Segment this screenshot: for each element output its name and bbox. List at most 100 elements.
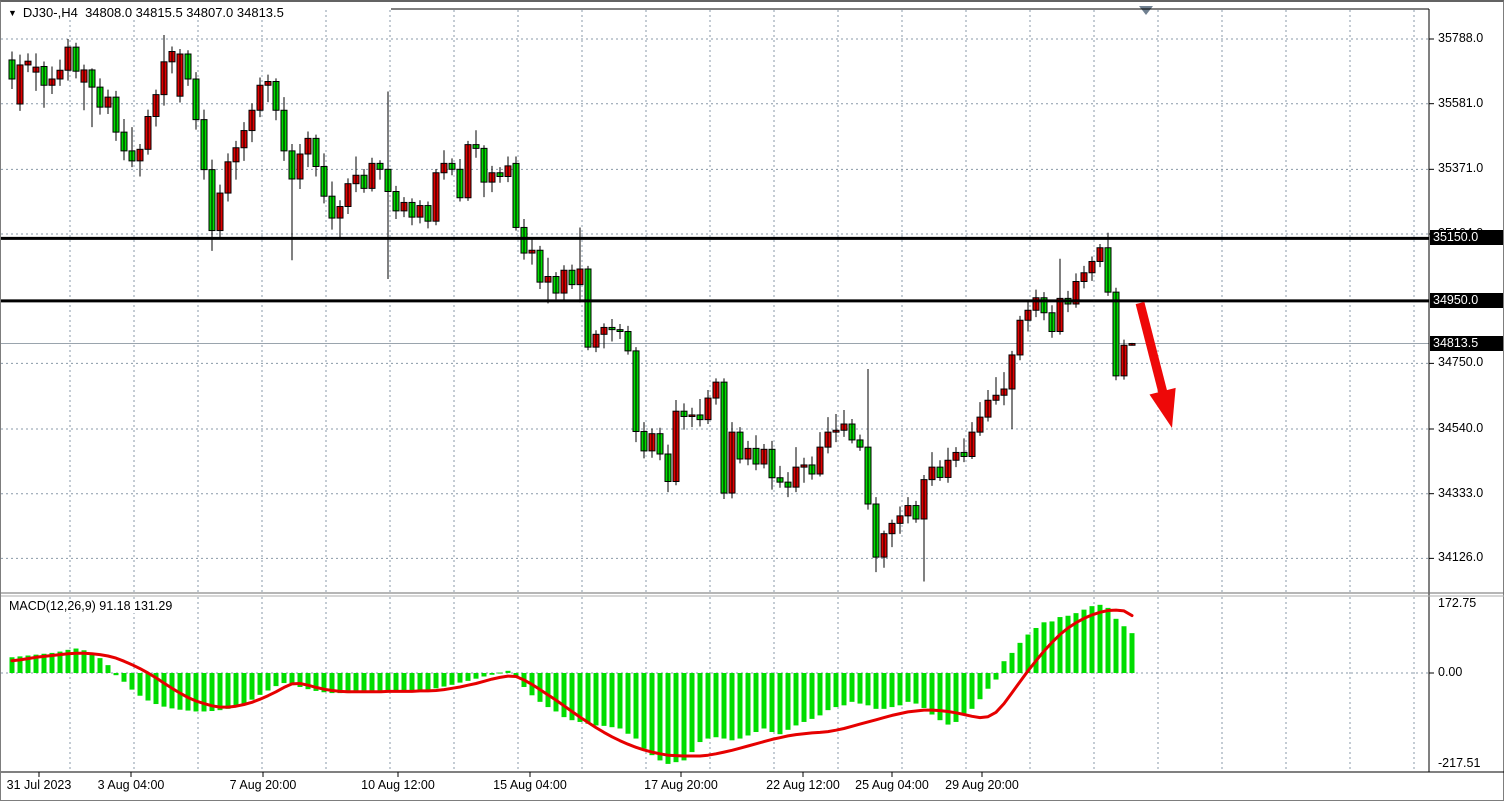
macd-bar xyxy=(329,673,335,694)
macd-bar xyxy=(985,673,991,689)
macd-bar xyxy=(705,673,711,739)
macd-bar xyxy=(345,673,351,694)
time-axis-label[interactable]: 29 Aug 20:00 xyxy=(945,778,1019,792)
macd-bar xyxy=(865,673,871,706)
macd-bar xyxy=(153,673,159,705)
macd-bar xyxy=(353,673,359,693)
macd-bar xyxy=(17,656,23,673)
macd-bar xyxy=(857,673,863,704)
time-axis-label[interactable]: 22 Aug 12:00 xyxy=(766,778,840,792)
macd-bar xyxy=(465,673,471,681)
macd-bar xyxy=(49,652,55,673)
macd-bar xyxy=(169,673,175,709)
macd-bar xyxy=(473,673,479,679)
macd-bar xyxy=(1081,609,1087,673)
macd-bar xyxy=(665,673,671,764)
current-price-badge: 34813.5 xyxy=(1430,335,1503,351)
price-tick-label: 34333.0 xyxy=(1438,485,1484,500)
macd-bar xyxy=(937,673,943,721)
price-tick-label: 34126.0 xyxy=(1438,550,1484,565)
macd-bar xyxy=(721,673,727,739)
macd-bar xyxy=(713,673,719,738)
macd-tick-label: -217.51 xyxy=(1438,756,1481,770)
macd-bar xyxy=(1065,615,1071,673)
macd-bar xyxy=(697,673,703,743)
macd-bar xyxy=(929,673,935,715)
time-axis-label[interactable]: 10 Aug 12:00 xyxy=(361,778,435,792)
macd-bar xyxy=(505,670,511,673)
macd-bar xyxy=(433,673,439,689)
time-axis-label[interactable]: 17 Aug 20:00 xyxy=(644,778,718,792)
macd-bar xyxy=(825,673,831,711)
arrow-shaft[interactable] xyxy=(1135,301,1169,399)
macd-bar xyxy=(209,673,215,712)
macd-bar xyxy=(809,673,815,719)
macd-bar xyxy=(617,673,623,729)
macd-bar xyxy=(777,673,783,735)
macd-bar xyxy=(377,673,383,692)
macd-bar xyxy=(1113,618,1119,673)
macd-bar xyxy=(977,673,983,700)
macd-bar xyxy=(921,673,927,708)
macd-bar xyxy=(633,673,639,739)
macd-tick-label: 172.75 xyxy=(1438,596,1477,610)
macd-histogram xyxy=(9,604,1135,764)
macd-bar xyxy=(1049,621,1055,673)
spacer xyxy=(78,5,85,20)
macd-bar xyxy=(737,673,743,739)
level-price-badge: 35150.0 xyxy=(1430,230,1503,246)
symbol-timeframe: DJ30-,H4 xyxy=(22,5,78,20)
macd-bar xyxy=(297,673,303,687)
macd-bar xyxy=(769,673,775,732)
time-axis-label[interactable]: 7 Aug 20:00 xyxy=(229,778,297,792)
macd-bar xyxy=(961,673,967,716)
macd-bar xyxy=(993,673,999,680)
macd-bar xyxy=(1041,622,1047,673)
macd-bar xyxy=(121,673,127,682)
macd-bar xyxy=(1057,617,1063,673)
macd-bar xyxy=(481,673,487,677)
macd-bar xyxy=(337,673,343,694)
macd-bar xyxy=(369,673,375,693)
macd-bar xyxy=(57,651,63,673)
macd-bar xyxy=(273,673,279,687)
macd-bar xyxy=(89,653,95,673)
macd-bar xyxy=(385,673,391,692)
macd-bar xyxy=(673,673,679,763)
macd-bar xyxy=(393,673,399,692)
arrow-head-icon[interactable] xyxy=(1149,387,1176,428)
macd-bar xyxy=(233,673,239,707)
symbol-dropdown-icon[interactable]: ▼ xyxy=(8,7,17,18)
price-tick-label: 35788.0 xyxy=(1438,31,1484,45)
macd-bar xyxy=(249,673,255,700)
macd-bar xyxy=(457,673,463,683)
time-axis-label[interactable]: 15 Aug 04:00 xyxy=(493,778,567,792)
macd-bar xyxy=(201,673,207,712)
macd-bar xyxy=(833,673,839,708)
macd-bar xyxy=(33,654,39,673)
time-axis-label[interactable]: 25 Aug 04:00 xyxy=(855,778,929,792)
macd-bar xyxy=(425,673,431,691)
macd-bar xyxy=(281,673,287,684)
macd-bar xyxy=(489,673,495,675)
macd-bar xyxy=(9,657,15,673)
macd-bar xyxy=(1033,627,1039,673)
macd-bar xyxy=(513,673,519,677)
macd-bar xyxy=(73,648,79,673)
macd-bar xyxy=(41,653,47,673)
macd-bar xyxy=(1073,613,1079,673)
macd-bar xyxy=(361,673,367,693)
macd-bar xyxy=(689,673,695,753)
macd-bar xyxy=(793,673,799,726)
macd-bar xyxy=(649,673,655,756)
macd-bar xyxy=(497,672,503,674)
macd-bar xyxy=(185,673,191,711)
macd-bar xyxy=(129,673,135,690)
macd-bar xyxy=(657,673,663,761)
macd-bar xyxy=(945,673,951,725)
time-axis-label[interactable]: 31 Jul 2023 xyxy=(6,778,72,792)
macd-bar xyxy=(65,649,71,673)
time-axis-label[interactable]: 3 Aug 04:00 xyxy=(97,778,165,792)
chart-shift-marker-icon[interactable] xyxy=(1139,6,1153,15)
